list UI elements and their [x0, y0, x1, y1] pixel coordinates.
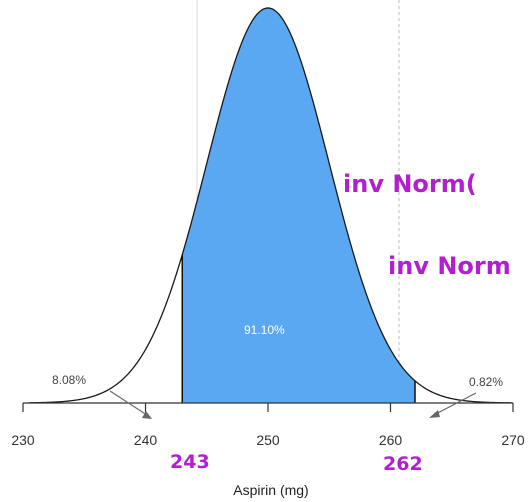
x-tick-label-270: 270 — [501, 432, 525, 448]
x-axis-title: Aspirin (mg) — [233, 482, 308, 498]
right-tail-arrow — [431, 392, 477, 417]
x-tick-label-260: 260 — [379, 432, 403, 448]
x-tick-label-230: 230 — [11, 432, 35, 448]
normal-curve — [29, 7, 512, 404]
handwritten-note-inv-norm-1: inv Norm( — [343, 170, 477, 198]
handwritten-upper-bound: 262 — [383, 453, 423, 475]
handwritten-lower-bound: 243 — [170, 451, 210, 473]
left-tail-arrowhead — [142, 411, 152, 419]
x-axis-ticks: 230 240 250 260 270 — [11, 403, 525, 448]
shaded-region-91-10 — [182, 8, 415, 403]
handwritten-note-inv-norm-2: inv Norm — [388, 252, 511, 280]
x-tick-label-240: 240 — [134, 432, 158, 448]
left-tail-percent-label: 8.08% — [52, 373, 86, 387]
middle-percent-label: 91.10% — [244, 323, 285, 337]
right-tail-arrowhead — [429, 410, 440, 418]
left-tail-arrow — [109, 390, 151, 418]
x-tick-label-250: 250 — [256, 432, 280, 448]
right-tail-percent-label: 0.82% — [469, 375, 503, 389]
